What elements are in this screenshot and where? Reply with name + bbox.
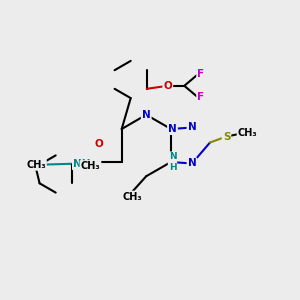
Text: NH: NH (73, 159, 91, 169)
Text: CH₃: CH₃ (123, 192, 142, 202)
Text: CH₃: CH₃ (238, 128, 257, 139)
Text: N
H: N H (169, 152, 176, 172)
Text: F: F (197, 92, 204, 102)
Text: N: N (188, 158, 196, 169)
Text: F: F (197, 69, 204, 80)
Text: N: N (142, 110, 151, 120)
Text: S: S (223, 131, 230, 142)
Text: N: N (168, 124, 177, 134)
Text: CH₃: CH₃ (26, 160, 46, 170)
Text: O: O (164, 81, 172, 91)
Text: N: N (188, 122, 196, 133)
Text: CH₃: CH₃ (81, 161, 100, 171)
Text: O: O (95, 139, 103, 149)
